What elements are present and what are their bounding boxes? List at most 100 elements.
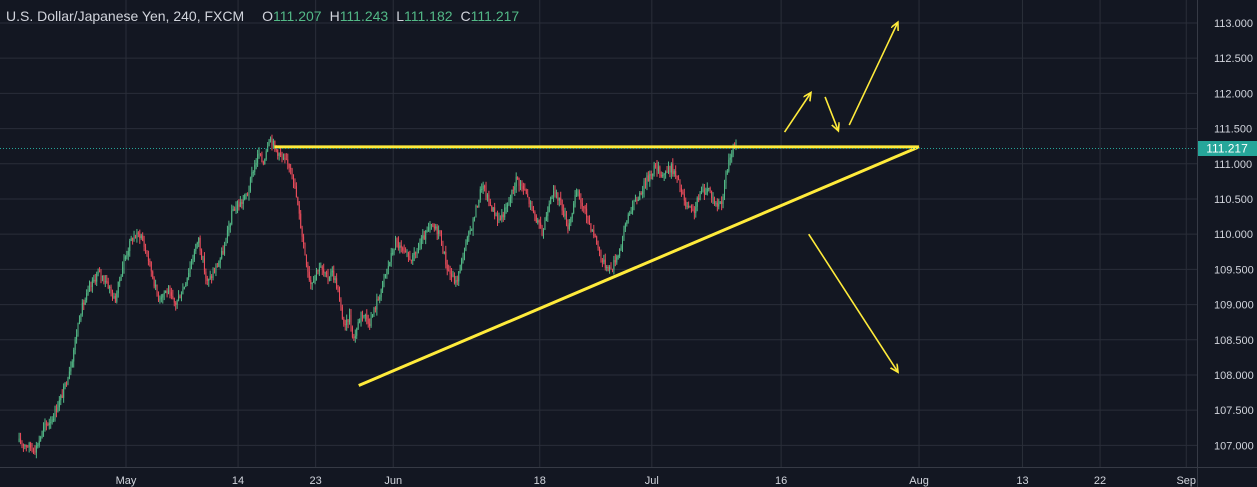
candle-body — [442, 245, 444, 253]
candle-body — [252, 172, 254, 174]
symbol-title[interactable]: U.S. Dollar/Japanese Yen, 240, FXCM — [6, 8, 245, 24]
candle-body — [216, 266, 218, 268]
candle-body — [607, 266, 609, 271]
candle-body — [650, 174, 652, 176]
candle-body — [722, 196, 724, 204]
candle-body — [212, 272, 214, 279]
candle-body — [44, 423, 46, 428]
candle-body — [508, 202, 510, 205]
candle-body — [24, 445, 26, 447]
candle-body — [532, 206, 534, 212]
candle-body — [629, 213, 631, 215]
candle-body — [247, 194, 249, 196]
candle-body — [494, 207, 496, 216]
time-axis[interactable]: May 14 23 Jun 18 Jul 16 Aug 13 22 Sep — [0, 467, 1257, 487]
candle-body — [708, 187, 710, 189]
candle-body — [87, 289, 89, 294]
candle-body — [489, 201, 491, 206]
candle-body — [396, 239, 398, 242]
candle-body — [123, 259, 125, 268]
candle-body — [203, 258, 205, 272]
candle-body — [178, 296, 180, 301]
candle-body — [101, 275, 103, 278]
candle-body — [317, 270, 319, 272]
ascending-trendline[interactable] — [358, 145, 920, 387]
candle-body — [571, 212, 573, 219]
candle-body — [580, 199, 582, 203]
candle-body — [632, 206, 634, 213]
candle-body — [244, 194, 246, 200]
candle-body — [679, 179, 681, 189]
projection-arrow[interactable] — [783, 93, 811, 133]
candle-body — [593, 230, 595, 236]
candle-body — [323, 269, 325, 273]
candle-body — [315, 270, 318, 276]
candle-body — [584, 206, 586, 209]
price-tick-label: 112.000 — [1214, 88, 1253, 100]
candle-body — [176, 300, 178, 305]
candle-body — [672, 163, 674, 174]
candle-body — [209, 276, 211, 279]
candle-body — [554, 190, 556, 194]
price-axis[interactable]: 107.000 107.500 108.000 108.500 109.000 109.5… — [1197, 0, 1254, 487]
time-tick-label: 14 — [232, 475, 244, 487]
candle-body — [303, 236, 305, 244]
projection-arrow[interactable] — [808, 233, 898, 371]
candle-body — [179, 296, 181, 299]
drawing-layer[interactable] — [274, 23, 920, 387]
price-tick-label: 109.000 — [1214, 300, 1254, 312]
candle-body — [626, 220, 628, 225]
candle-body — [663, 174, 665, 176]
candle-body — [680, 188, 682, 192]
candle-body — [20, 438, 22, 444]
candle-body — [225, 238, 227, 246]
candle-body — [492, 207, 494, 212]
candle-body — [344, 324, 346, 326]
candle-body — [548, 203, 550, 212]
candle-body — [382, 281, 384, 290]
high-value: 111.243 — [339, 8, 389, 24]
candle-body — [228, 226, 230, 231]
price-tick-label: 112.500 — [1214, 53, 1253, 65]
candle-body — [734, 147, 736, 149]
candle-body — [517, 176, 519, 179]
candle-body — [403, 250, 405, 252]
candle-body — [119, 279, 121, 282]
candle-body — [498, 218, 500, 221]
candle-body — [71, 361, 73, 368]
candle-body — [175, 302, 177, 305]
candle-body — [261, 153, 263, 162]
candle-body — [669, 165, 671, 173]
projection-arrow[interactable] — [824, 96, 838, 130]
candle-body — [153, 278, 155, 287]
candle-body — [103, 275, 105, 282]
candle-body — [422, 235, 424, 239]
candle-body — [469, 230, 471, 232]
candle-body — [438, 230, 440, 234]
open-value: 111.207 — [273, 8, 322, 24]
candle-body — [152, 271, 154, 279]
candle-body — [435, 226, 437, 229]
candle-body — [97, 271, 99, 274]
candle-body — [649, 174, 651, 182]
candle-body — [448, 270, 450, 272]
candle-body — [537, 220, 539, 223]
candle-body — [380, 289, 382, 298]
candle-body — [644, 181, 647, 186]
candle-body — [291, 168, 293, 175]
projection-arrow[interactable] — [848, 23, 897, 126]
candle-body — [280, 153, 282, 156]
candle-body — [272, 141, 274, 146]
candle-body — [221, 250, 223, 259]
candle-body — [463, 250, 465, 259]
candle-body — [524, 189, 526, 191]
candle-body — [182, 288, 184, 295]
candle-body — [613, 260, 615, 270]
candle-body — [420, 238, 422, 245]
candle-body — [520, 183, 522, 186]
candle-body — [28, 443, 30, 448]
candle-body — [242, 199, 244, 204]
candle-body — [366, 315, 368, 319]
candle-body — [617, 256, 619, 258]
